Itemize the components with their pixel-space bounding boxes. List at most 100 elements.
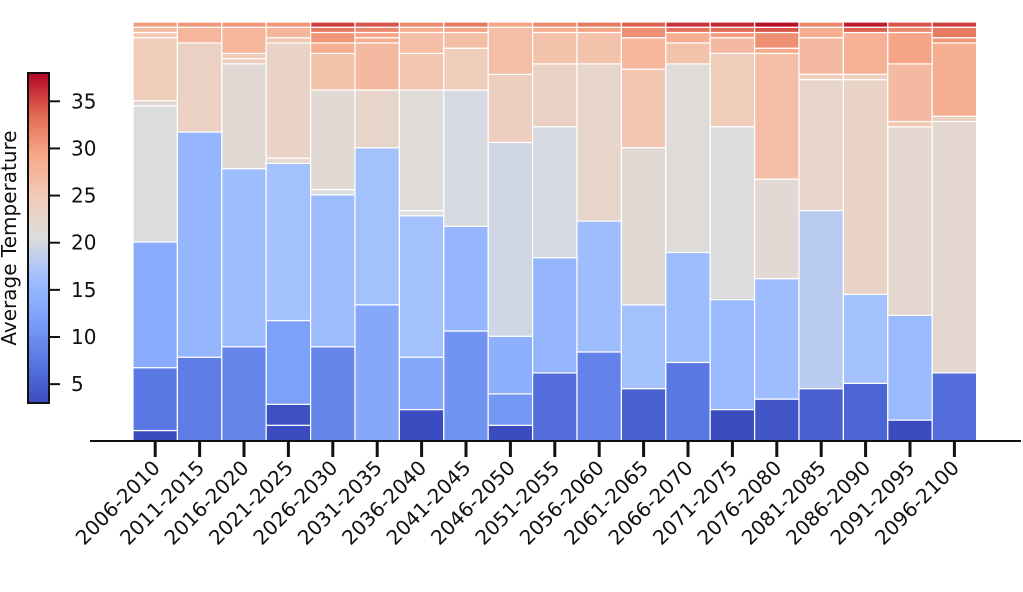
bar-segment-8-2 xyxy=(487,335,534,395)
bar-segment-13-1 xyxy=(709,298,756,411)
bar-segment-0-top xyxy=(132,21,179,28)
bar-segment-13-5 xyxy=(709,31,756,39)
bar-segment-5-1 xyxy=(354,147,401,306)
bar-segment-8-3 xyxy=(487,141,534,337)
bar-segment-6-3 xyxy=(398,209,445,217)
bar-segment-2-0 xyxy=(221,346,267,442)
bar-segment-18-5 xyxy=(931,26,978,39)
bar-segment-9-0 xyxy=(531,372,578,442)
bar-segment-15-4 xyxy=(798,37,845,75)
bar-segment-4-3 xyxy=(310,89,356,191)
bar-segment-7-top xyxy=(443,21,489,28)
bar-segment-5-0 xyxy=(354,304,401,442)
bar-segment-0-7 xyxy=(132,26,179,34)
bar-segment-0-0 xyxy=(132,429,179,442)
bar-segment-6-6 xyxy=(398,31,445,55)
bar-segment-6-1 xyxy=(398,356,445,411)
bar-segment-4-0 xyxy=(310,346,356,442)
bar-segment-13-4 xyxy=(709,37,756,55)
bar-segment-14-4 xyxy=(753,47,800,55)
bar-segment-1-1 xyxy=(176,131,223,358)
bar-segment-18-1 xyxy=(931,120,978,374)
bar-segment-16-2 xyxy=(842,79,889,295)
bar-segment-0-2 xyxy=(132,241,179,369)
bar-segment-4-1 xyxy=(310,194,356,348)
bar-segment-18-4 xyxy=(931,37,978,44)
bar-segment-14-5 xyxy=(753,31,800,49)
bar-segment-9-4 xyxy=(531,31,578,65)
bar-segment-17-5 xyxy=(887,31,933,65)
bar-segment-17-3 xyxy=(887,120,933,128)
bar-segment-12-1 xyxy=(665,251,711,364)
bar-segment-3-4 xyxy=(265,157,312,165)
bar-segment-14-2 xyxy=(753,178,800,280)
bar-segment-16-5 xyxy=(842,26,889,34)
bar-segment-3-top xyxy=(265,21,312,28)
bar-segment-13-0 xyxy=(709,408,756,442)
bar-segment-8-5 xyxy=(487,26,534,75)
bar-segment-12-4 xyxy=(665,31,711,44)
bar-segment-6-0 xyxy=(398,408,445,442)
bar-segment-8-1 xyxy=(487,393,534,426)
bar-segment-1-3 xyxy=(176,26,223,44)
bar-segment-5-top xyxy=(354,21,401,28)
colorbar-label: Average Temperature xyxy=(0,130,21,345)
bar-segment-16-1 xyxy=(842,293,889,384)
bar-segment-12-0 xyxy=(665,361,711,442)
bar-segment-2-1 xyxy=(221,168,267,348)
bar-segment-3-6 xyxy=(265,37,312,44)
bar-segment-17-4 xyxy=(887,63,933,123)
bar-segment-17-1 xyxy=(887,314,933,421)
bar-segment-3-3 xyxy=(265,162,312,322)
bar-segment-16-4 xyxy=(842,31,889,75)
colorbar-tick-layer: 5 10 15 20 25 30 35 xyxy=(49,89,96,396)
bar-segment-4-6 xyxy=(310,31,356,44)
bar-segment-12-2 xyxy=(665,63,711,254)
bar-segment-11-5 xyxy=(620,26,667,39)
bar-segment-4-2 xyxy=(310,189,356,196)
colorbar-tick-label-6: 35 xyxy=(71,89,96,113)
bar-segment-2-4 xyxy=(221,52,267,60)
bar-segment-13-2 xyxy=(709,126,756,301)
bar-segment-13-top xyxy=(709,21,756,28)
bar-segment-4-top xyxy=(310,21,356,28)
bar-segment-5-5 xyxy=(354,31,401,39)
bar-segment-2-2 xyxy=(221,63,267,170)
bar-segment-2-top xyxy=(221,21,267,28)
bar-segment-18-3 xyxy=(931,42,978,117)
bar-segment-10-3 xyxy=(576,31,623,65)
bar-segment-3-0 xyxy=(265,424,312,442)
bar-segment-14-0 xyxy=(753,398,800,442)
bar-segment-0-1 xyxy=(132,367,179,432)
bar-segment-6-7 xyxy=(398,26,445,34)
bar-segment-0-3 xyxy=(132,105,179,243)
colorbar xyxy=(27,72,50,404)
bar-segment-15-top xyxy=(798,21,845,28)
bar-segment-1-2 xyxy=(176,42,223,133)
bar-segment-15-0 xyxy=(798,388,845,442)
bar-segment-9-3 xyxy=(531,63,578,128)
bar-segment-1-0 xyxy=(176,356,223,442)
bar-segment-0-4 xyxy=(132,99,179,107)
colorbar-tick-label-4: 25 xyxy=(71,184,96,208)
bar-segment-6-5 xyxy=(398,52,445,91)
colorbar-tick-label-1: 10 xyxy=(71,325,96,349)
bar-segment-12-5 xyxy=(665,26,711,34)
bar-segment-5-2 xyxy=(354,89,401,149)
bar-segment-17-2 xyxy=(887,126,933,316)
bar-segment-8-0 xyxy=(487,424,534,442)
bar-segment-18-top xyxy=(931,21,978,28)
bar-segment-17-0 xyxy=(887,419,933,442)
bar-segment-16-top xyxy=(842,21,889,28)
bar-segment-16-3 xyxy=(842,73,889,81)
bar-segment-10-1 xyxy=(576,220,623,353)
bar-segment-9-5 xyxy=(531,26,578,34)
bar-segment-6-4 xyxy=(398,89,445,212)
bar-segment-3-5 xyxy=(265,42,312,159)
bar-segment-9-2 xyxy=(531,126,578,259)
colorbar-tick-label-5: 30 xyxy=(71,136,96,160)
bar-segment-8-top xyxy=(487,21,534,28)
bar-segment-4-7 xyxy=(310,26,356,34)
